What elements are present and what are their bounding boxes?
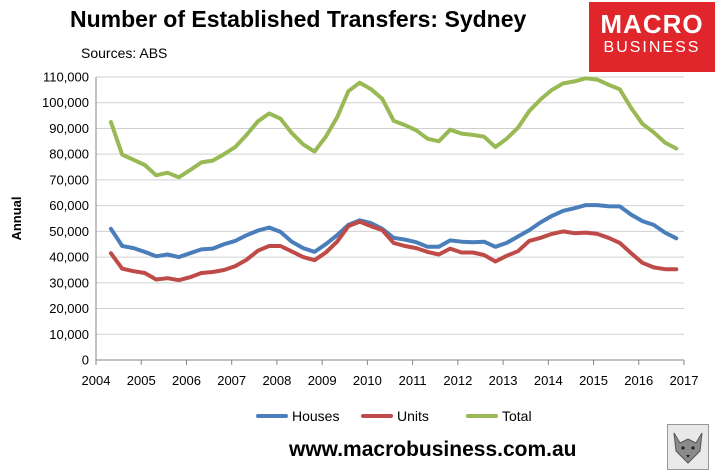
y-tick-label: 60,000 xyxy=(49,198,89,213)
wolf-icon xyxy=(673,432,703,464)
legend-label-total: Total xyxy=(502,408,532,424)
x-tick-label: 2008 xyxy=(262,373,291,388)
legend-label-houses: Houses xyxy=(292,408,339,424)
logo-line-2: BUSINESS xyxy=(603,39,701,56)
series-line-houses xyxy=(108,203,679,260)
x-tick-label: 2007 xyxy=(217,373,246,388)
y-tick-label: 30,000 xyxy=(49,275,89,290)
y-tick-label: 10,000 xyxy=(49,327,89,342)
x-tick-label: 2006 xyxy=(172,373,201,388)
series-line-units xyxy=(108,219,679,283)
y-axis-title: Annual xyxy=(9,196,24,240)
y-tick-label: 80,000 xyxy=(49,147,89,162)
x-tick-label: 2015 xyxy=(579,373,608,388)
x-tick-label: 2013 xyxy=(489,373,518,388)
x-tick-label: 2012 xyxy=(443,373,472,388)
macrobusiness-logo: MACRO BUSINESS xyxy=(589,2,715,72)
y-tick-label: 40,000 xyxy=(49,250,89,265)
legend-label-units: Units xyxy=(397,408,429,424)
y-tick-label: 50,000 xyxy=(49,224,89,239)
x-tick-label: 2014 xyxy=(534,373,563,388)
x-tick-label: 2017 xyxy=(670,373,699,388)
wolf-badge-icon xyxy=(667,424,709,470)
y-tick-label: 20,000 xyxy=(49,301,89,316)
chart-subtitle: Sources: ABS xyxy=(81,45,168,61)
website-url: www.macrobusiness.com.au xyxy=(289,438,577,461)
x-tick-label: 2004 xyxy=(82,373,111,388)
chart-title: Number of Established Transfers: Sydney xyxy=(70,6,527,32)
y-tick-label: 0 xyxy=(82,353,89,368)
y-tick-label: 110,000 xyxy=(43,70,89,85)
x-tick-label: 2011 xyxy=(399,373,427,388)
x-tick-label: 2010 xyxy=(353,373,382,388)
y-tick-label: 90,000 xyxy=(49,121,89,136)
x-tick-label: 2016 xyxy=(624,373,653,388)
logo-line-1: MACRO xyxy=(600,9,704,39)
y-tick-label: 100,000 xyxy=(42,95,89,110)
x-tick-label: 2009 xyxy=(308,373,337,388)
y-tick-label: 70,000 xyxy=(49,172,89,187)
x-tick-label: 2005 xyxy=(127,373,156,388)
series-line-total xyxy=(108,76,679,180)
